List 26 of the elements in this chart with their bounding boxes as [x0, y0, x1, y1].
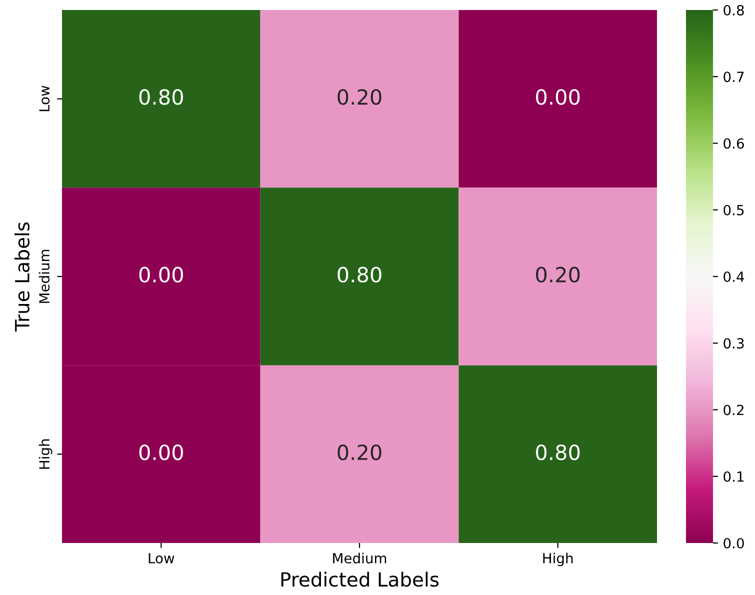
color-bar-label: 0.2	[724, 404, 744, 416]
color-bar-label: 0.0	[724, 538, 744, 548]
y-tick-label: Medium	[38, 250, 50, 303]
data-label: 0.20	[338, 444, 382, 460]
x-tick-label: High	[543, 552, 573, 566]
x-tick-label: Medium	[333, 552, 386, 564]
data-label: 0.00	[139, 266, 183, 283]
data-label: 0.80	[536, 444, 580, 460]
color-bar-label: 0.4	[724, 271, 744, 282]
y-tick-label: Low	[39, 86, 50, 112]
color-bar-label: 0.8	[724, 4, 744, 16]
color-bar-label: 0.1	[724, 471, 744, 482]
data-label: 0.00	[139, 444, 183, 460]
color-bar-label: 0.7	[724, 72, 744, 82]
x-axis-title: Predicted Labels	[281, 572, 439, 587]
y-tick-label: High	[38, 439, 52, 469]
color-bar-label: 0.3	[724, 338, 744, 349]
color-bar-label: 0.6	[724, 138, 744, 149]
y-axis-title: True Labels	[14, 222, 30, 332]
data-label: 0.00	[536, 89, 580, 105]
color-bar-label: 0.5	[724, 204, 744, 216]
data-label: 0.20	[338, 89, 382, 105]
data-label: 0.80	[139, 89, 183, 105]
data-label: 0.80	[338, 266, 382, 283]
data-label: 0.20	[536, 266, 580, 283]
x-tick-label: Low	[148, 553, 174, 564]
